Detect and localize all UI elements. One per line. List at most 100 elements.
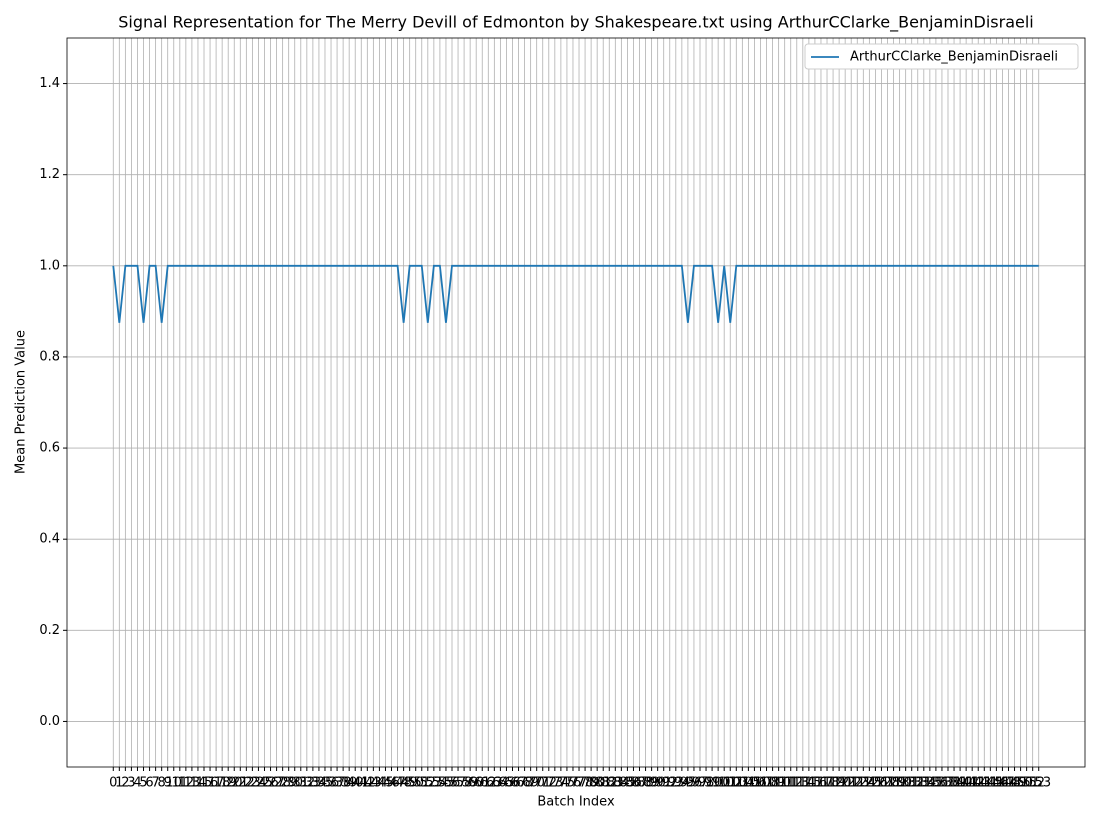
x-tick-label: 37 [329,776,346,791]
x-tick-label: 59 [462,776,479,791]
x-tick-label: 142 [960,776,985,791]
x-tick-label: 29 [280,776,297,791]
y-tick-label: 1.4 [39,76,60,91]
x-tick-label: 149 [1002,776,1027,791]
x-tick-label: 80 [589,776,606,791]
x-tick-label: 122 [839,776,864,791]
x-tick-label: 98 [698,776,715,791]
x-tick-label: 136 [923,776,948,791]
x-tick-label: 22 [238,776,255,791]
x-tick-label: 16 [202,776,219,791]
x-tick-label: 17 [208,776,225,791]
x-tick-label: 151 [1014,776,1039,791]
x-tick-label: 146 [984,776,1009,791]
x-tick-label: 75 [559,776,576,791]
x-tick-label: 60 [468,776,485,791]
x-tick-label: 8 [158,776,166,791]
x-tick-label: 77 [571,776,588,791]
x-tick-label: 104 [730,776,755,791]
x-tick-label: 12 [178,776,195,791]
x-tick-label: 140 [948,776,973,791]
x-tick-label: 129 [881,776,906,791]
x-tick-label: 57 [450,776,467,791]
x-tick-label: 82 [601,776,618,791]
x-tick-label: 132 [899,776,924,791]
x-tick-label: 85 [619,776,636,791]
x-tick-label: 100 [706,776,731,791]
x-tick-label: 14 [190,776,207,791]
x-tick-label: 61 [474,776,491,791]
x-tick-label: 106 [742,776,767,791]
x-tick-label: 6 [145,776,153,791]
x-tick-label: 150 [1008,776,1033,791]
y-tick-label: 1.0 [39,258,60,273]
x-tick-label: 19 [220,776,237,791]
chart-title: Signal Representation for The Merry Devi… [118,13,1034,33]
y-tick-label: 0.0 [39,714,60,729]
x-tick-label: 93 [668,776,685,791]
x-tick-label: 30 [286,776,303,791]
x-tick-label: 92 [661,776,678,791]
x-tick-label: 51 [413,776,430,791]
x-tick-label: 96 [686,776,703,791]
x-tick-label: 119 [821,776,846,791]
x-tick-label: 118 [815,776,840,791]
x-tick-label: 23 [244,776,261,791]
x-tick-label: 11 [172,776,189,791]
plot-frame [66,37,1086,768]
x-tick-label: 114 [790,776,815,791]
x-tick-label: 64 [492,776,509,791]
x-tick-label: 123 [845,776,870,791]
x-tick-label: 67 [510,776,527,791]
x-tick-label: 143 [966,776,991,791]
x-tick-label: 25 [256,776,273,791]
x-tick-label: 24 [250,776,267,791]
x-tick-label: 120 [827,776,852,791]
x-tick-label: 131 [893,776,918,791]
legend-label: ArthurCClarke_BenjaminDisraeli [850,50,1058,65]
x-tick-label: 124 [851,776,876,791]
x-tick-label: 141 [954,776,979,791]
x-tick-label: 76 [565,776,582,791]
x-tick-label: 56 [444,776,461,791]
y-tick-label: 0.6 [39,441,60,456]
y-axis-label: Mean Prediction Value [14,330,29,474]
x-tick-label: 148 [996,776,1021,791]
x-tick-label: 115 [796,776,821,791]
x-tick-label: 18 [214,776,231,791]
x-tick-label: 35 [317,776,334,791]
x-tick-label: 42 [359,776,376,791]
x-tick-label: 134 [911,776,936,791]
x-tick-label: 113 [784,776,809,791]
x-tick-label: 83 [607,776,624,791]
x-tick-label: 109 [760,776,785,791]
x-tick-label: 78 [577,776,594,791]
x-tick-label: 10 [165,776,182,791]
x-tick-label: 105 [736,776,761,791]
x-tick-label: 111 [772,776,797,791]
x-tick-label: 147 [990,776,1015,791]
x-tick-label: 27 [268,776,285,791]
x-tick-label: 125 [857,776,882,791]
x-tick-label: 62 [480,776,497,791]
x-tick-label: 144 [972,776,997,791]
x-tick-label: 1 [115,776,123,791]
x-tick-label: 107 [748,776,773,791]
y-tick-label: 0.4 [39,532,60,547]
x-tick-label: 47 [389,776,406,791]
x-tick-label: 21 [232,776,249,791]
x-tick-label: 2 [121,776,129,791]
x-tick-label: 53 [426,776,443,791]
x-tick-label: 54 [432,776,449,791]
x-tick-label: 63 [486,776,503,791]
x-tick-label: 95 [680,776,697,791]
x-tick-label: 99 [704,776,721,791]
x-tick-label: 81 [595,776,612,791]
x-tick-label: 72 [541,776,558,791]
x-tick-label: 45 [377,776,394,791]
x-tick-label: 65 [498,776,515,791]
x-tick-label: 73 [547,776,564,791]
x-tick-label: 108 [754,776,779,791]
